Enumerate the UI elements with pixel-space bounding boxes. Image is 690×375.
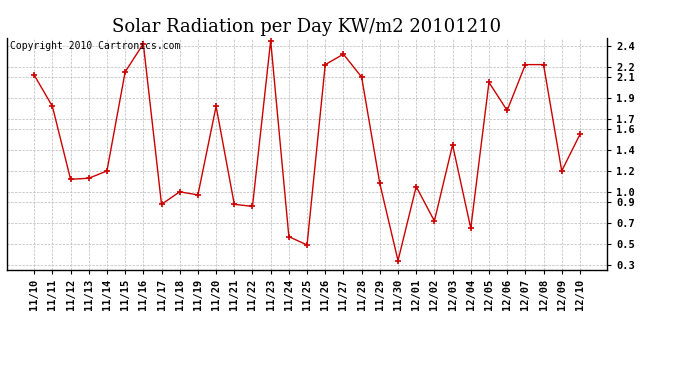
Text: Copyright 2010 Cartronics.com: Copyright 2010 Cartronics.com — [10, 41, 180, 51]
Title: Solar Radiation per Day KW/m2 20101210: Solar Radiation per Day KW/m2 20101210 — [112, 18, 502, 36]
